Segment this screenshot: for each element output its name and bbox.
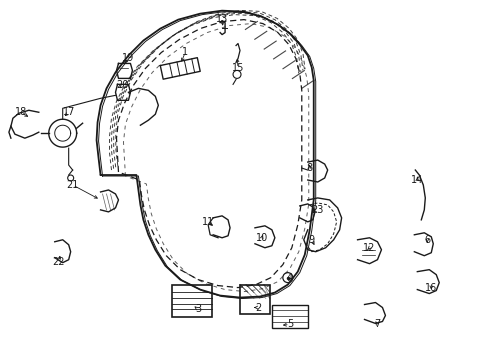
Bar — [271, 305, 307, 328]
Text: 10: 10 — [255, 233, 267, 243]
Text: 12: 12 — [363, 243, 375, 253]
Bar — [240, 285, 269, 315]
Bar — [172, 285, 212, 318]
Text: 3: 3 — [195, 305, 201, 315]
Text: 18: 18 — [15, 107, 27, 117]
Text: 14: 14 — [410, 175, 423, 185]
Text: 7: 7 — [374, 319, 380, 329]
Text: 6: 6 — [424, 235, 429, 245]
Text: 21: 21 — [66, 180, 79, 190]
Text: 20: 20 — [116, 80, 128, 90]
Text: 4: 4 — [286, 273, 292, 283]
Text: 23: 23 — [311, 205, 323, 215]
Text: 17: 17 — [62, 107, 75, 117]
Text: 8: 8 — [306, 163, 312, 173]
Text: 1: 1 — [182, 48, 188, 58]
Text: 15: 15 — [231, 63, 244, 73]
Text: 11: 11 — [202, 217, 214, 227]
Text: 16: 16 — [424, 283, 436, 293]
Text: 9: 9 — [308, 235, 314, 245]
Text: 19: 19 — [122, 54, 134, 63]
Text: 2: 2 — [254, 302, 261, 312]
Text: 13: 13 — [216, 14, 228, 24]
Text: 22: 22 — [52, 257, 65, 267]
Text: 5: 5 — [286, 319, 292, 329]
